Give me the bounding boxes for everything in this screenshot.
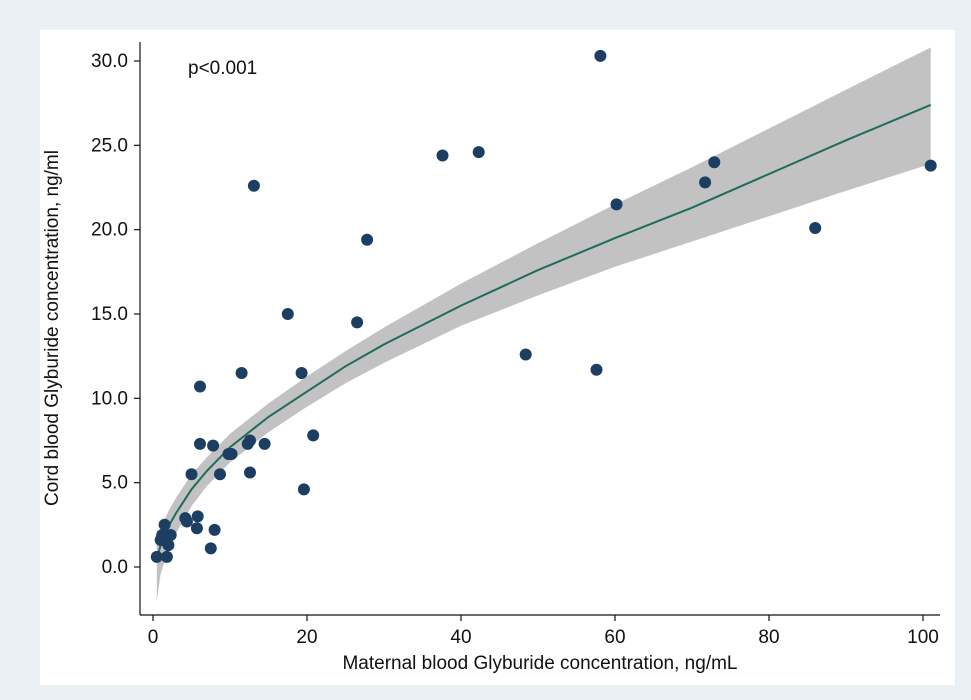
- y-axis-label: Cord blood Glyburide concentration, ng/m…: [42, 150, 63, 506]
- data-point-35: [519, 348, 532, 361]
- data-point-5: [160, 550, 173, 563]
- confidence-band: [156, 47, 931, 601]
- y-tick-label: 5.0: [102, 473, 128, 494]
- data-point-3: [156, 529, 169, 541]
- confidence-band-layer: [156, 47, 931, 601]
- x-tick-label: 80: [758, 627, 779, 648]
- data-point-25: [247, 179, 260, 192]
- data-point-30: [307, 429, 320, 442]
- fit-line: [155, 103, 932, 559]
- data-points-layer: [150, 49, 937, 563]
- fit-line-layer: [155, 103, 932, 559]
- data-point-28: [295, 367, 308, 379]
- data-point-10: [185, 468, 198, 481]
- data-point-6: [162, 539, 175, 552]
- y-tick-label: 0.0: [102, 557, 128, 578]
- data-point-11: [191, 510, 204, 523]
- p-value-annotation: p<0.001: [188, 58, 257, 79]
- data-point-33: [436, 149, 449, 162]
- chart-frame: 0.0 5.0 10.0 15.0 20.0 25.0 30.0 0 20 40 60 80 100 …: [8, 8, 968, 697]
- y-tick-label: 20.0: [91, 220, 128, 241]
- data-point-31: [351, 316, 364, 329]
- data-point-34: [472, 146, 485, 159]
- scatter-chart: 0.05.010.015.020.025.030.0 0 20 40 60 80 100 …: [40, 30, 955, 685]
- data-point-14: [194, 380, 206, 393]
- data-point-27: [281, 308, 294, 320]
- data-point-13: [194, 437, 206, 450]
- data-point-17: [208, 523, 221, 536]
- data-point-23: [244, 466, 256, 479]
- axes-layer: [139, 42, 940, 616]
- data-point-42: [924, 159, 937, 172]
- data-point-12: [190, 522, 203, 535]
- x-tick-label: 100: [907, 627, 939, 648]
- data-point-32: [361, 233, 374, 246]
- y-tick-label: 10.0: [91, 388, 128, 409]
- data-point-21: [235, 367, 248, 379]
- data-point-16: [207, 439, 220, 452]
- x-tick-label: 20: [296, 627, 317, 648]
- y-tick-label: 30.0: [91, 51, 128, 72]
- data-point-9: [180, 515, 193, 528]
- x-tick-label: 40: [450, 627, 471, 648]
- data-point-38: [610, 198, 623, 211]
- data-point-40: [708, 156, 721, 169]
- y-ticks: 0.0 5.0 10.0 15.0 20.0 25.0 30.0: [91, 51, 140, 578]
- data-point-41: [809, 222, 822, 234]
- data-point-37: [594, 49, 607, 62]
- x-axis-label: Maternal blood Glyburide concentration, …: [342, 653, 737, 674]
- data-point-1: [150, 550, 163, 563]
- data-point-18: [214, 468, 226, 481]
- data-point-24: [244, 434, 256, 447]
- data-point-29: [297, 483, 310, 496]
- data-point-36: [590, 363, 603, 376]
- x-ticks: 0 20 40 60 80 100: [148, 615, 939, 648]
- data-point-15: [204, 542, 217, 555]
- data-point-39: [699, 176, 712, 189]
- data-point-7: [164, 529, 177, 541]
- x-tick-label: 60: [604, 627, 625, 648]
- data-point-4: [158, 518, 171, 531]
- y-tick-label: 15.0: [91, 304, 128, 325]
- data-point-20: [225, 448, 238, 460]
- data-point-26: [258, 437, 271, 450]
- y-tick-label: 25.0: [91, 135, 128, 156]
- x-tick-label: 0: [148, 627, 159, 648]
